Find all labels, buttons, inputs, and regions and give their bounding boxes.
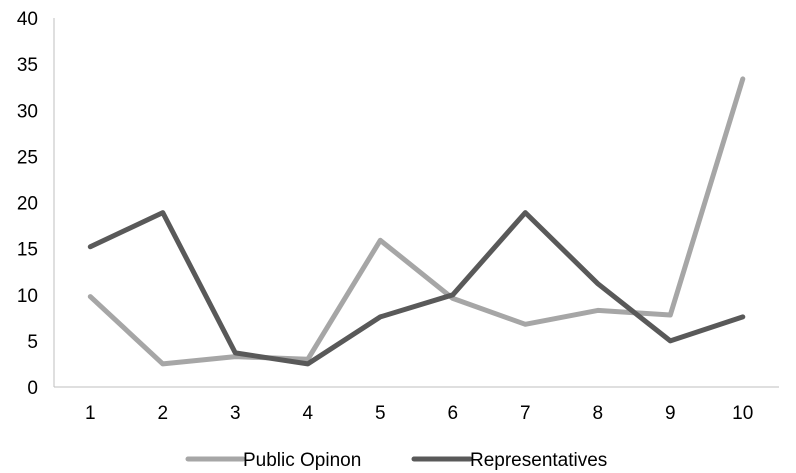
y-tick-label: 25 <box>17 147 38 168</box>
y-tick-label: 30 <box>17 101 38 122</box>
y-tick-label: 15 <box>17 240 38 261</box>
x-tick-label: 5 <box>375 403 386 424</box>
y-tick-label: 0 <box>27 378 38 399</box>
y-axis-ticks: 0 5 10 15 20 25 30 35 40 <box>17 9 38 399</box>
legend-label-2: Representatives <box>470 450 607 471</box>
x-tick-label: 7 <box>520 403 531 424</box>
y-tick-label: 40 <box>17 9 38 30</box>
y-tick-label: 35 <box>17 55 38 76</box>
series-line-2 <box>87 210 746 367</box>
y-tick-label: 5 <box>27 332 38 353</box>
x-tick-label: 6 <box>447 403 458 424</box>
x-tick-label: 4 <box>302 403 313 424</box>
x-tick-label: 9 <box>665 403 676 424</box>
x-tick-label: 8 <box>592 403 603 424</box>
x-tick-label: 3 <box>230 403 241 424</box>
x-axis-ticks: 1 2 3 4 5 6 7 8 9 10 <box>85 403 753 424</box>
y-tick-label: 20 <box>17 194 38 215</box>
legend-label-1: Public Opinon <box>243 450 361 471</box>
x-tick-label: 2 <box>157 403 168 424</box>
x-tick-label: 10 <box>732 403 753 424</box>
legend: Public Opinon Representatives <box>185 450 607 471</box>
x-tick-label: 1 <box>85 403 96 424</box>
series-lines <box>87 76 746 367</box>
y-tick-label: 10 <box>17 286 38 307</box>
